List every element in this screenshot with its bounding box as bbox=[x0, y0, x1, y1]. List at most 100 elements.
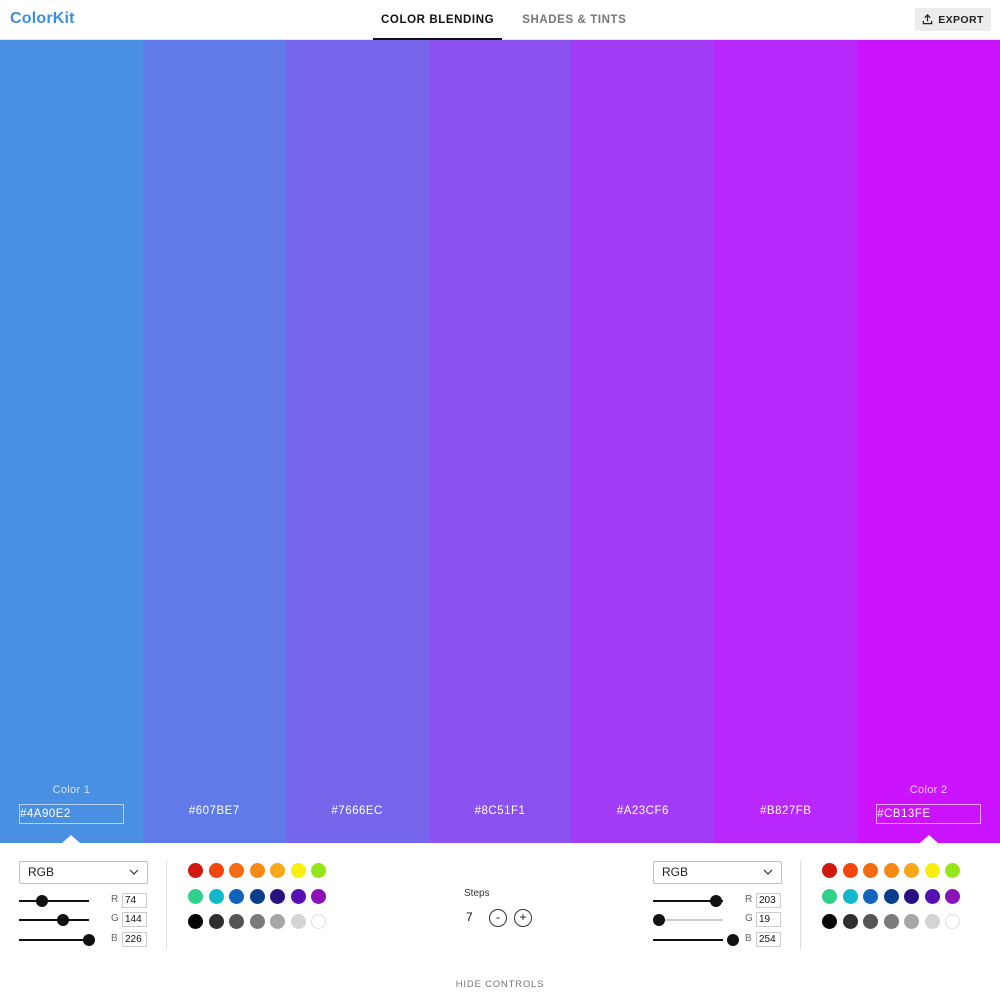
slider-track[interactable] bbox=[653, 939, 723, 941]
palette-swatch[interactable] bbox=[945, 863, 960, 878]
export-button[interactable]: EXPORT bbox=[915, 8, 991, 31]
increase-steps-button[interactable]: + bbox=[514, 909, 532, 927]
swatch-hex: #607BE7 bbox=[188, 805, 240, 817]
active-color-pointer bbox=[62, 835, 80, 843]
swatch-color-1[interactable]: Color 1 bbox=[0, 40, 143, 843]
color-1-mode-select[interactable]: RGB bbox=[19, 861, 148, 884]
palette-swatch[interactable] bbox=[249, 888, 265, 904]
tab-color-blending[interactable]: COLOR BLENDING bbox=[373, 0, 503, 40]
hide-controls-button[interactable]: HIDE CONTROLS bbox=[455, 979, 545, 990]
palette-swatch[interactable] bbox=[208, 914, 224, 929]
swatch-step-5[interactable]: #A23CF6 bbox=[571, 40, 715, 843]
swatch-step-6[interactable]: #B827FB bbox=[714, 40, 858, 843]
palette-swatch[interactable] bbox=[188, 914, 203, 929]
panel-divider bbox=[166, 861, 167, 949]
palette-swatch[interactable] bbox=[311, 914, 326, 929]
channel-value-input[interactable]: 203 bbox=[756, 893, 781, 908]
palette-swatch[interactable] bbox=[188, 863, 203, 878]
slider-thumb[interactable] bbox=[36, 895, 48, 907]
mode-tabs: COLOR BLENDING SHADES & TINTS bbox=[373, 0, 634, 40]
palette-swatch[interactable] bbox=[249, 863, 265, 878]
tab-shades-tints[interactable]: SHADES & TINTS bbox=[522, 14, 627, 26]
channel-letter: G bbox=[745, 913, 753, 924]
channel-value-input[interactable]: 254 bbox=[756, 932, 781, 947]
channel-letter: B bbox=[745, 933, 752, 944]
palette-swatch[interactable] bbox=[270, 888, 285, 904]
palette-swatch[interactable] bbox=[290, 863, 306, 878]
chevron-down-icon bbox=[129, 869, 139, 875]
slider-thumb[interactable] bbox=[727, 934, 739, 946]
color-2-mode-value: RGB bbox=[662, 865, 689, 879]
channel-letter: R bbox=[745, 894, 753, 905]
palette-swatch[interactable] bbox=[945, 914, 960, 929]
color-1-mode-value: RGB bbox=[28, 865, 55, 879]
slider-track[interactable] bbox=[653, 919, 723, 921]
palette-swatch[interactable] bbox=[270, 914, 285, 929]
palette-swatch[interactable] bbox=[311, 863, 326, 878]
swatch-color-2[interactable]: Color 2 bbox=[857, 40, 1000, 843]
palette-swatch[interactable] bbox=[822, 863, 837, 878]
color-2-slider-r: R 203 bbox=[653, 893, 788, 909]
steps-label: Steps bbox=[464, 888, 490, 899]
steps-value: 7 bbox=[466, 910, 473, 924]
palette-swatch[interactable] bbox=[863, 863, 878, 878]
swatch-hex: #A23CF6 bbox=[616, 805, 669, 817]
palette-swatch[interactable] bbox=[229, 914, 244, 929]
slider-thumb[interactable] bbox=[57, 914, 69, 926]
slider-track[interactable] bbox=[19, 919, 89, 921]
color-2-hex-input[interactable] bbox=[876, 804, 982, 824]
palette-swatch[interactable] bbox=[924, 888, 940, 904]
palette-swatch[interactable] bbox=[883, 863, 899, 878]
palette-swatch[interactable] bbox=[924, 863, 940, 878]
decrease-steps-button[interactable]: - bbox=[489, 909, 507, 927]
swatch-hex: #8C51F1 bbox=[474, 805, 526, 817]
swatch-hex: #B827FB bbox=[760, 805, 812, 817]
swatch-step-3[interactable]: #7666EC bbox=[285, 40, 429, 843]
palette-swatch[interactable] bbox=[842, 888, 858, 904]
swatch-label: Color 1 bbox=[52, 784, 91, 796]
color-2-mode-select[interactable]: RGB bbox=[653, 861, 782, 884]
color-2-slider-g: G 19 bbox=[653, 912, 788, 928]
slider-track[interactable] bbox=[19, 900, 89, 902]
slider-thumb[interactable] bbox=[710, 895, 722, 907]
channel-letter: G bbox=[111, 913, 119, 924]
palette-swatch[interactable] bbox=[883, 914, 899, 929]
slider-thumb[interactable] bbox=[83, 934, 95, 946]
palette-swatch[interactable] bbox=[863, 888, 878, 904]
swatch-step-4[interactable]: #8C51F1 bbox=[428, 40, 572, 843]
slider-track[interactable] bbox=[653, 900, 723, 902]
slider-track[interactable] bbox=[19, 939, 89, 941]
palette-swatch[interactable] bbox=[924, 914, 940, 929]
channel-value-input[interactable]: 19 bbox=[756, 912, 781, 927]
palette-swatch[interactable] bbox=[229, 888, 244, 904]
palette-swatch[interactable] bbox=[945, 888, 960, 904]
channel-letter: B bbox=[111, 933, 118, 944]
app-logo[interactable]: ColorKit bbox=[10, 10, 75, 27]
channel-value-input[interactable]: 144 bbox=[122, 912, 147, 927]
palette-swatch[interactable] bbox=[270, 863, 285, 878]
color-1-hex-input[interactable] bbox=[19, 804, 124, 824]
slider-thumb[interactable] bbox=[653, 914, 665, 926]
palette-swatch[interactable] bbox=[290, 888, 306, 904]
palette-swatch[interactable] bbox=[904, 888, 919, 904]
palette-swatch[interactable] bbox=[249, 914, 265, 929]
palette-swatch[interactable] bbox=[208, 863, 224, 878]
swatch-step-2[interactable]: #607BE7 bbox=[142, 40, 286, 843]
palette-swatch[interactable] bbox=[863, 914, 878, 929]
channel-value-input[interactable]: 226 bbox=[122, 932, 147, 947]
palette-swatch[interactable] bbox=[188, 888, 203, 904]
palette-swatch[interactable] bbox=[842, 863, 858, 878]
palette-swatch[interactable] bbox=[904, 914, 919, 929]
palette-swatch[interactable] bbox=[208, 888, 224, 904]
palette-swatch[interactable] bbox=[842, 914, 858, 929]
palette-swatch[interactable] bbox=[229, 863, 244, 878]
palette-swatch[interactable] bbox=[904, 863, 919, 878]
palette-swatch[interactable] bbox=[822, 914, 837, 929]
color-2-slider-b: B 254 bbox=[653, 932, 788, 948]
channel-value-input[interactable]: 74 bbox=[122, 893, 147, 908]
palette-swatch[interactable] bbox=[822, 888, 837, 904]
controls-panel: RGB R 74 G 144 B 226 Steps 7 - + bbox=[0, 843, 1000, 1000]
palette-swatch[interactable] bbox=[311, 888, 326, 904]
palette-swatch[interactable] bbox=[290, 914, 306, 929]
palette-swatch[interactable] bbox=[883, 888, 899, 904]
